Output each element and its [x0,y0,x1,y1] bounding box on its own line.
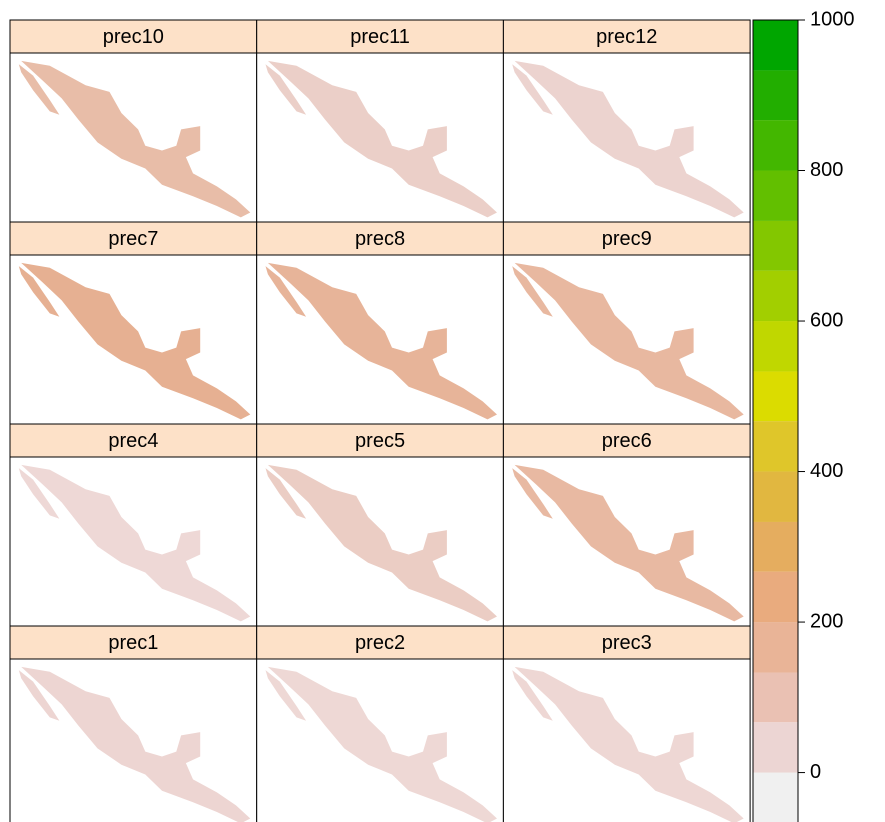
panel: prec10 [9,19,258,223]
strip [9,625,258,660]
map-region [18,468,60,519]
panel: prec9 [502,221,751,425]
panel-title: prec12 [596,26,657,48]
colorbar-bin [753,672,798,723]
panel-title: prec3 [602,632,652,654]
strip [502,625,751,660]
map-region [514,262,744,420]
panel-title: prec2 [355,632,405,654]
colorbar-bin [753,170,798,221]
map-region [21,262,251,420]
colorbar-tick-label: 1000 [810,8,855,30]
panel: prec11 [256,19,504,223]
strip [256,423,504,458]
colorbar-bin [753,371,798,422]
map-region [267,464,497,622]
strip [502,423,751,458]
map-region [512,266,553,317]
strip [502,19,751,54]
panel: prec12 [502,19,751,223]
colorbar-tick-label: 400 [810,460,843,482]
map-region [265,64,307,115]
map-region [267,60,497,218]
map-region [265,266,307,317]
strip [256,625,504,660]
panel: prec3 [502,625,751,822]
panel: prec6 [502,423,751,627]
panel-title: prec4 [108,430,158,452]
panel-title: prec11 [350,26,410,48]
panel-title: prec9 [602,228,652,250]
colorbar-tick-label: 800 [810,159,843,181]
colorbar-tick-label: 200 [810,610,843,632]
panel: prec7 [9,221,258,425]
colorbar-bin [753,321,798,372]
map-region [21,60,251,218]
panel: prec1 [9,625,258,822]
panel-title: prec5 [355,430,405,452]
colorbar-bin [753,622,798,673]
map-region [265,670,307,721]
map-region [512,670,553,721]
map-region [18,670,60,721]
strip [9,221,258,256]
colorbar-bin [753,521,798,572]
panel-title: prec8 [355,228,405,250]
colorbar-bin [753,270,798,322]
panel: prec5 [256,423,504,627]
panel: prec8 [256,221,504,425]
colorbar-bin [753,722,798,773]
map-region [21,464,251,622]
strip [9,19,258,54]
panel-title: prec7 [108,228,158,250]
colorbar-bin [753,571,798,623]
strip [502,221,751,256]
map-region [265,468,307,519]
map-region [18,266,60,317]
panel-title: prec6 [602,430,652,452]
strip [256,19,504,54]
colorbar-bin [753,120,798,171]
map-region [267,666,497,822]
map-region [514,60,744,218]
map-region [267,262,497,420]
colorbar-bin [753,421,798,472]
map-region [512,64,553,115]
panel-title: prec10 [103,26,164,48]
panel: prec4 [9,423,258,627]
colorbar-bin [753,70,798,121]
map-region [18,64,60,115]
colorbar-bin [753,220,798,271]
colorbar-bin [753,772,798,822]
map-region [514,464,744,622]
colorbar-tick-label: 0 [810,761,821,783]
colorbar-bin [753,471,798,522]
map-region [514,666,744,822]
panel-title: prec1 [108,632,158,654]
colorbar-frame [752,19,799,822]
colorbar-tick-label: 600 [810,309,843,331]
map-region [21,666,251,822]
panel: prec2 [256,625,504,822]
map-region [512,468,553,519]
colorbar-bin [753,20,798,71]
